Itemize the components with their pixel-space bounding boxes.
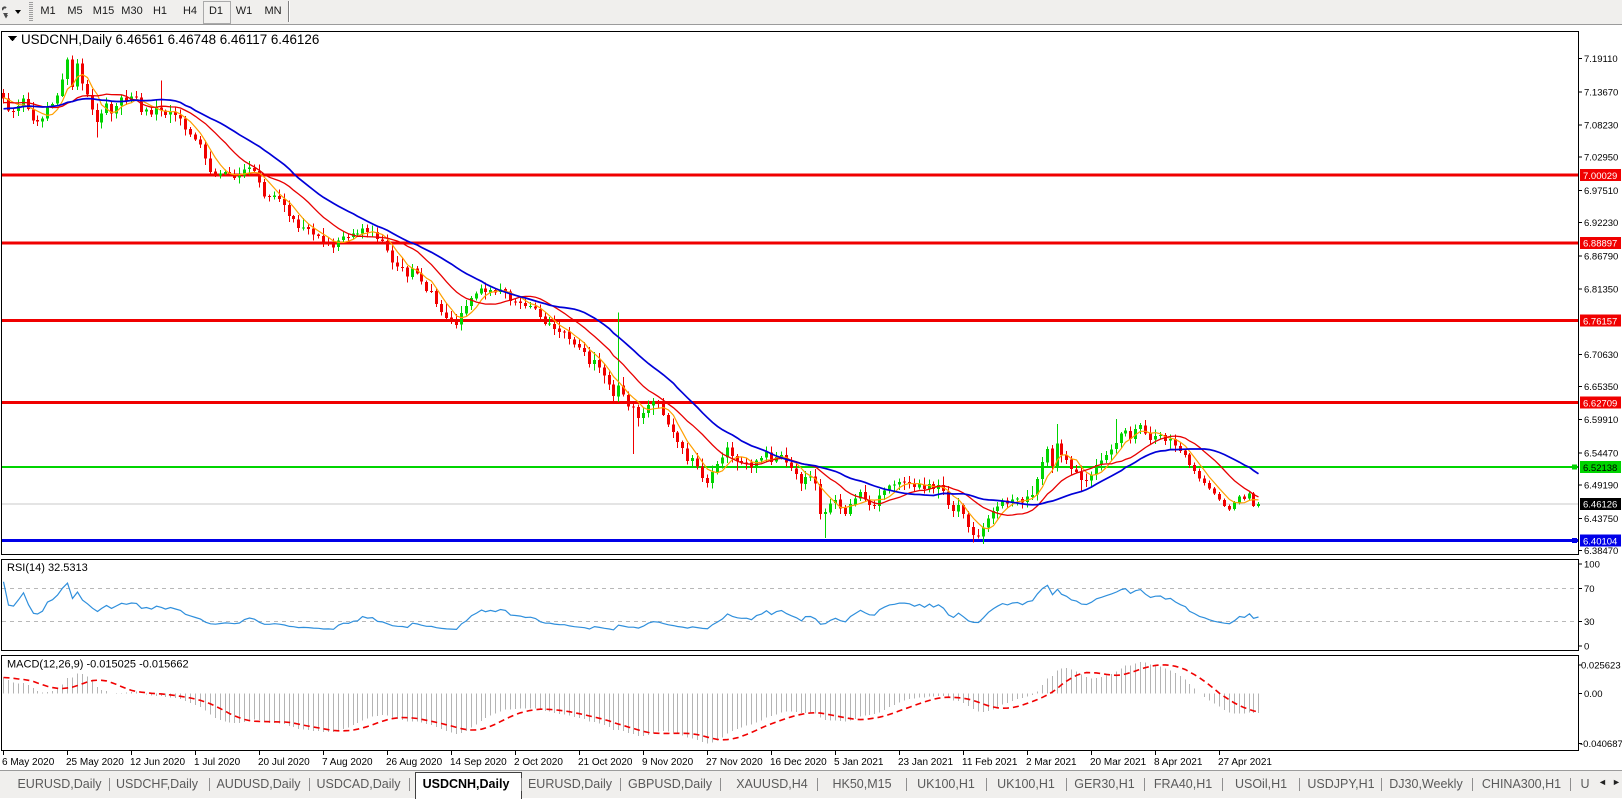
svg-text:27 Apr 2021: 27 Apr 2021 bbox=[1218, 757, 1272, 768]
svg-text:7.13670: 7.13670 bbox=[1584, 87, 1618, 98]
svg-text:USDCNH,Daily 6.46561 6.46748: USDCNH,Daily 6.46561 6.46748 6.46117 6.4… bbox=[21, 32, 319, 47]
svg-text:20 Jul 2020: 20 Jul 2020 bbox=[258, 757, 310, 768]
svg-text:0.025623: 0.025623 bbox=[1581, 661, 1621, 672]
svg-text:1 Jul 2020: 1 Jul 2020 bbox=[194, 757, 241, 768]
svg-text:21 Oct 2020: 21 Oct 2020 bbox=[578, 757, 633, 768]
svg-text:-0.040687: -0.040687 bbox=[1580, 739, 1622, 750]
svg-text:6.40104: 6.40104 bbox=[1583, 536, 1617, 547]
svg-text:6.46126: 6.46126 bbox=[1583, 500, 1617, 511]
svg-text:MACD(12,26,9) -0.015025 -0.015: MACD(12,26,9) -0.015025 -0.015662 bbox=[7, 659, 189, 671]
svg-text:8 Apr 2021: 8 Apr 2021 bbox=[1154, 757, 1203, 768]
svg-text:7.02950: 7.02950 bbox=[1584, 153, 1618, 164]
svg-text:6.38470: 6.38470 bbox=[1584, 546, 1618, 557]
svg-text:6.86790: 6.86790 bbox=[1584, 251, 1618, 262]
svg-text:6.52138: 6.52138 bbox=[1583, 463, 1617, 474]
svg-text:12 Jun 2020: 12 Jun 2020 bbox=[130, 757, 185, 768]
svg-text:7.00029: 7.00029 bbox=[1583, 171, 1617, 182]
svg-text:11 Feb 2021: 11 Feb 2021 bbox=[962, 757, 1018, 768]
svg-text:9 Nov 2020: 9 Nov 2020 bbox=[642, 757, 694, 768]
svg-text:100: 100 bbox=[1584, 560, 1600, 571]
svg-text:6.65350: 6.65350 bbox=[1584, 382, 1618, 393]
svg-text:26 Aug 2020: 26 Aug 2020 bbox=[386, 757, 443, 768]
svg-text:70: 70 bbox=[1584, 584, 1595, 595]
svg-text:6.76157: 6.76157 bbox=[1583, 316, 1617, 327]
svg-text:7.19110: 7.19110 bbox=[1584, 54, 1618, 65]
svg-text:6.43750: 6.43750 bbox=[1584, 514, 1618, 525]
svg-text:6.97510: 6.97510 bbox=[1584, 186, 1618, 197]
svg-text:7 Aug 2020: 7 Aug 2020 bbox=[322, 757, 373, 768]
svg-text:23 Jan 2021: 23 Jan 2021 bbox=[898, 757, 953, 768]
svg-text:27 Nov 2020: 27 Nov 2020 bbox=[706, 757, 763, 768]
svg-text:20 Mar 2021: 20 Mar 2021 bbox=[1090, 757, 1147, 768]
svg-text:7.08230: 7.08230 bbox=[1584, 121, 1618, 132]
svg-text:6.81350: 6.81350 bbox=[1584, 284, 1618, 295]
svg-text:0: 0 bbox=[1584, 642, 1589, 653]
svg-text:6.92230: 6.92230 bbox=[1584, 218, 1618, 229]
svg-text:16 Dec 2020: 16 Dec 2020 bbox=[770, 757, 827, 768]
svg-text:5 Jan 2021: 5 Jan 2021 bbox=[834, 757, 884, 768]
svg-text:25 May 2020: 25 May 2020 bbox=[66, 757, 124, 768]
svg-text:6.49190: 6.49190 bbox=[1584, 481, 1618, 492]
svg-text:2 Mar 2021: 2 Mar 2021 bbox=[1026, 757, 1077, 768]
svg-text:6.54470: 6.54470 bbox=[1584, 448, 1618, 459]
svg-text:6.88897: 6.88897 bbox=[1583, 239, 1617, 250]
svg-text:14 Sep 2020: 14 Sep 2020 bbox=[450, 757, 507, 768]
svg-text:6 May 2020: 6 May 2020 bbox=[2, 757, 55, 768]
svg-text:6.70630: 6.70630 bbox=[1584, 350, 1618, 361]
svg-text:0.00: 0.00 bbox=[1584, 689, 1603, 700]
svg-text:RSI(14) 32.5313: RSI(14) 32.5313 bbox=[7, 562, 88, 574]
svg-text:6.59910: 6.59910 bbox=[1584, 415, 1618, 426]
svg-text:6.62709: 6.62709 bbox=[1583, 399, 1617, 410]
svg-text:30: 30 bbox=[1584, 617, 1595, 628]
svg-text:2 Oct 2020: 2 Oct 2020 bbox=[514, 757, 563, 768]
